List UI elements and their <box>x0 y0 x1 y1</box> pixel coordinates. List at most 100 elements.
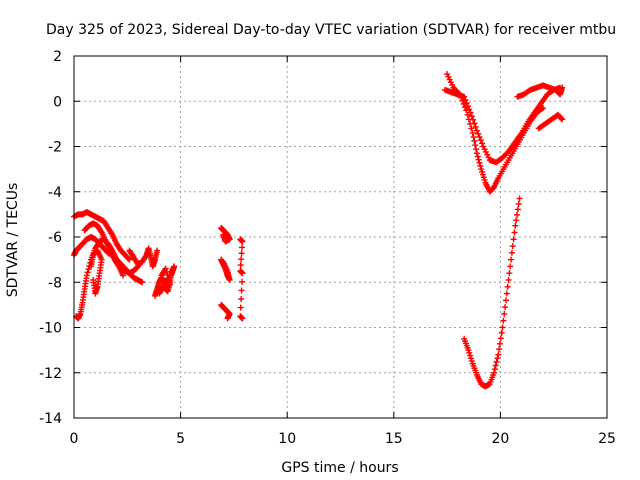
data-point <box>88 263 95 270</box>
data-point-interp <box>91 251 98 258</box>
data-point-interp <box>491 366 498 373</box>
data-point <box>239 315 246 322</box>
data-point <box>239 270 246 277</box>
data-point-interp <box>449 81 456 88</box>
data-point-interp <box>514 206 521 213</box>
data-point-interp <box>446 76 453 83</box>
data-point-interp <box>462 96 469 103</box>
data-point <box>465 347 472 354</box>
y-tick-label: -6 <box>48 230 62 246</box>
data-point <box>516 195 523 202</box>
data-point-interp <box>470 116 477 123</box>
data-point-interp <box>238 287 245 294</box>
data-point-interp <box>505 276 512 283</box>
data-point-interp <box>502 297 509 304</box>
data-point <box>224 315 231 322</box>
data-point-interp <box>515 200 522 207</box>
data-point-interp <box>477 162 484 169</box>
data-point-interp <box>484 151 491 158</box>
data-point <box>220 231 227 238</box>
x-tick-label: 10 <box>278 431 296 447</box>
data-point-interp <box>479 140 486 147</box>
data-point <box>473 150 480 157</box>
data-point-interp <box>239 278 246 285</box>
data-point <box>559 116 566 123</box>
y-tick-label: -8 <box>48 275 62 291</box>
data-point <box>162 265 169 272</box>
grid <box>74 56 607 418</box>
y-tick-label: -4 <box>48 185 62 201</box>
data-point-interp <box>511 229 518 236</box>
x-tick-label: 0 <box>70 431 79 447</box>
data-point-interp <box>471 138 478 145</box>
data-point <box>469 129 476 136</box>
data-point-interp <box>510 236 517 243</box>
data-point-interp <box>237 304 244 311</box>
data-point-interp <box>84 269 91 276</box>
data-point <box>120 272 127 279</box>
data-point-interp <box>479 168 486 175</box>
x-axis-label: GPS time / hours <box>281 460 398 476</box>
data-point-interp <box>475 156 482 163</box>
data-point-interp <box>447 79 454 86</box>
data-point-interp <box>513 217 520 224</box>
data-points <box>71 71 566 390</box>
data-point-interp <box>467 355 474 362</box>
data-point-interp <box>497 335 504 342</box>
y-tick-label: -12 <box>39 366 62 382</box>
data-point-interp <box>238 295 245 302</box>
data-point-interp <box>475 130 482 137</box>
y-tick-label: -2 <box>48 140 62 156</box>
data-point-interp <box>485 154 492 161</box>
axis-ticks: 0 5 10 15 20 25 -14 -12 -10 -8 -6 -4 -2 0 2 <box>39 49 616 447</box>
data-point-interp <box>164 272 171 279</box>
data-point-interp <box>239 244 246 251</box>
data-point-interp <box>492 362 499 369</box>
data-point-interp <box>504 283 511 290</box>
data-point-interp <box>468 125 475 132</box>
y-tick-label: 2 <box>53 49 62 65</box>
x-tick-label: 20 <box>491 431 509 447</box>
data-point-interp <box>463 100 470 107</box>
data-point-interp <box>496 346 503 353</box>
plot-frame <box>73 55 608 419</box>
data-point-interp <box>238 256 245 263</box>
data-point-interp <box>476 159 483 166</box>
data-point-interp <box>482 148 489 155</box>
y-tick-label: -10 <box>39 321 62 337</box>
data-point-interp <box>125 255 132 262</box>
x-tick-label: 5 <box>176 431 185 447</box>
data-point-interp <box>466 106 473 113</box>
data-point <box>512 222 519 229</box>
data-point-interp <box>558 115 565 122</box>
data-point <box>499 324 506 331</box>
data-point <box>166 281 173 288</box>
data-point-interp <box>500 317 507 324</box>
data-point <box>444 71 451 78</box>
data-point <box>239 238 246 245</box>
data-point-interp <box>514 211 521 218</box>
x-tick-label: 25 <box>598 431 616 447</box>
data-point <box>540 105 547 112</box>
data-point-interp <box>479 171 486 178</box>
data-point-interp <box>163 268 170 275</box>
data-point-interp <box>477 137 484 144</box>
data-point <box>491 369 498 376</box>
x-tick-label: 15 <box>385 431 403 447</box>
data-point-interp <box>462 104 469 111</box>
data-point-interp <box>471 120 478 127</box>
data-point-interp <box>494 355 501 362</box>
data-point-interp <box>238 250 245 257</box>
data-point <box>154 247 161 254</box>
data-point-interp <box>481 176 488 183</box>
y-tick-label: 0 <box>53 94 62 110</box>
data-point <box>478 166 485 173</box>
data-point-interp <box>166 278 173 285</box>
y-axis-label: SDTVAR / TECUs <box>5 183 21 298</box>
data-point-interp <box>508 249 515 256</box>
data-point <box>461 93 468 100</box>
data-point-interp <box>509 243 516 250</box>
data-point <box>83 272 90 279</box>
